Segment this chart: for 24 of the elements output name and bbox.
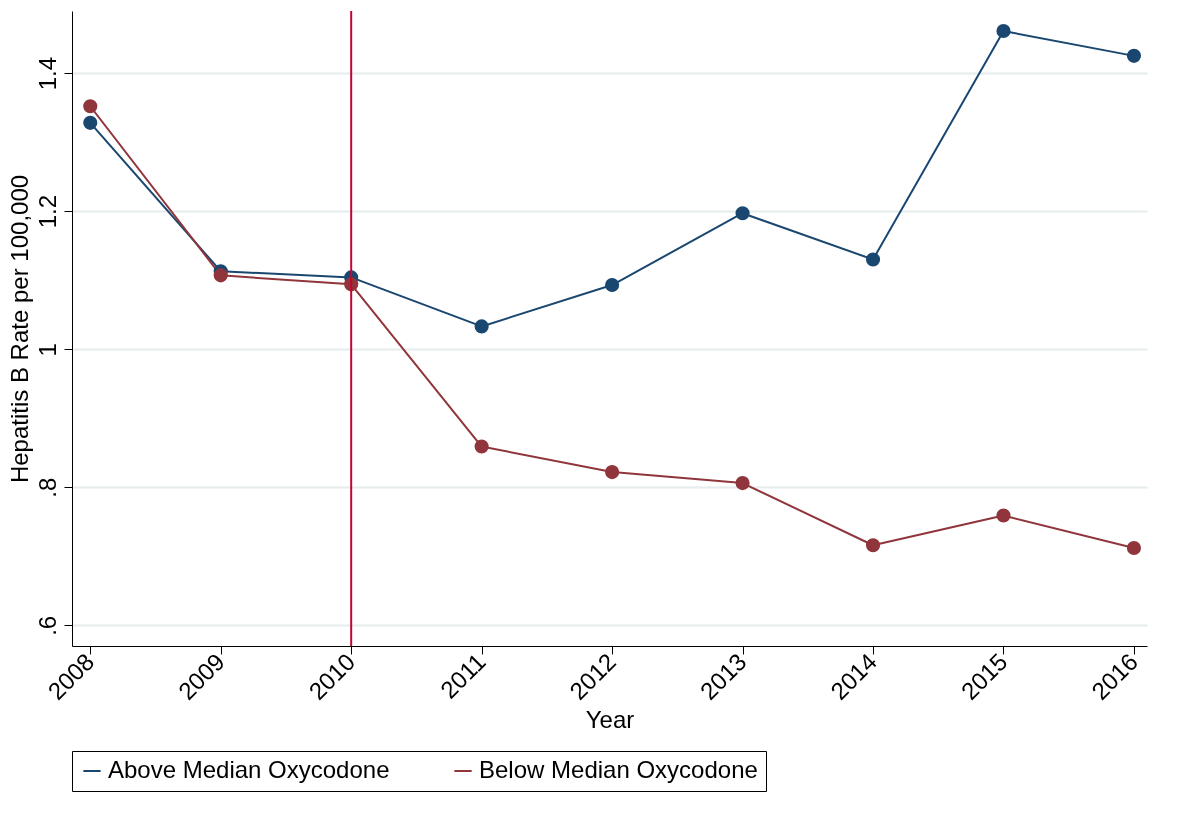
y-tick-label: 1.4	[33, 56, 61, 91]
point	[865, 538, 881, 553]
point	[605, 465, 620, 480]
point	[996, 23, 1011, 39]
point	[83, 99, 98, 114]
point	[474, 439, 489, 454]
point	[1126, 48, 1142, 63]
point	[865, 252, 881, 267]
point	[605, 277, 620, 293]
y-tick-label: .8	[33, 477, 61, 498]
legend-label: Below Median Oxycodone	[479, 756, 758, 783]
y-axis-title: Hepatitis B Rate per 100,000	[5, 174, 33, 484]
point	[1126, 540, 1142, 556]
point	[474, 319, 489, 334]
x-axis-title: Year	[585, 705, 635, 733]
legend-label: Above Median Oxycodone	[108, 756, 390, 783]
y-tick-label: 1	[33, 343, 61, 357]
point	[735, 206, 750, 221]
y-tick-label: .6	[33, 615, 61, 636]
point	[213, 268, 228, 283]
y-tick-label: 1.2	[33, 194, 61, 229]
point	[83, 115, 98, 130]
point	[996, 508, 1011, 523]
point	[735, 476, 750, 491]
